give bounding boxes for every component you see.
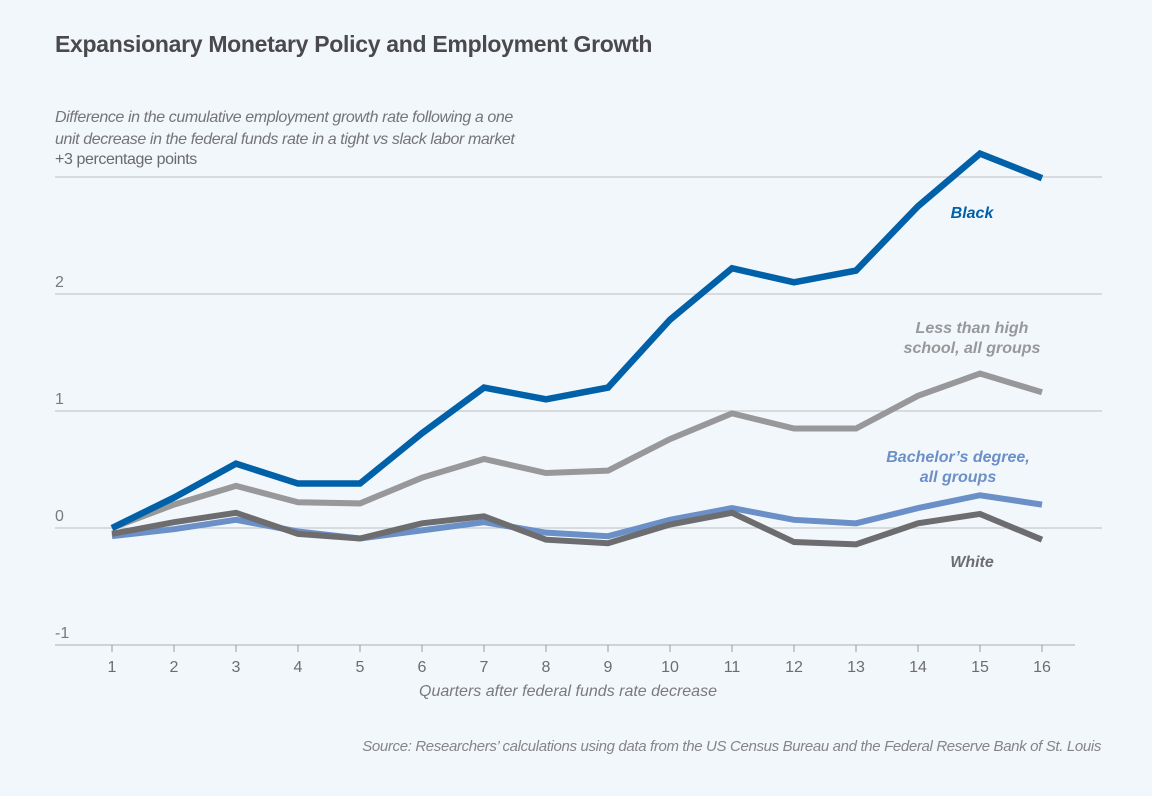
series-lines [110,149,1044,548]
x-tick-label: 3 [232,659,241,676]
subtitle-line: unit decrease in the federal funds rate … [55,131,515,148]
x-axis-label: Quarters after federal funds rate decrea… [419,683,717,700]
x-tick-label: 16 [1033,659,1051,676]
x-tick-label: 1 [108,659,117,676]
x-tick-label: 4 [294,659,303,676]
series-labels: Less than high school, all groups Bachelor… [886,205,1040,571]
x-tick-label: 11 [724,659,741,676]
x-tick-label: 12 [785,659,803,676]
series-line-less-than-high-school-all-groups [110,370,1043,531]
series-label-less-than-high-school-all-groups: Less than high [916,320,1029,337]
x-tick-label: 14 [909,659,927,676]
x-tick-label: 7 [480,659,489,676]
x-tick-label: 6 [418,659,427,676]
chart-title: Expansionary Monetary Policy and Employm… [55,31,653,57]
y-tick-label: 2 [55,274,64,291]
x-tick-label: 2 [170,659,179,676]
series-line-white [111,509,1044,548]
x-axis: 1 2 3 4 5 6 7 8 9 10 11 12 13 14 15 16 [108,645,1051,676]
subtitle-line: Difference in the cumulative employment … [55,109,513,126]
x-tick-label: 10 [661,659,679,676]
chart-subtitle: Difference in the cumulative employment … [55,107,515,151]
y-tick-label: 1 [55,391,64,408]
y-tick-label: -1 [55,625,69,642]
x-tick-label: 9 [604,659,613,676]
x-tick-label: 15 [971,659,989,676]
series-label-black: Black [951,205,995,222]
y-axis-units-label: +3 percentage points [55,151,197,168]
gridlines [55,176,1102,646]
source-note: Source: Researchers’ calculations using … [362,738,1101,755]
series-label-bachelor-s-degree-all-groups: Bachelor’s degree, [886,449,1029,466]
x-tick-label: 8 [542,659,551,676]
series-label-bachelor-s-degree-all-groups: all groups [920,469,997,486]
x-tick-label: 13 [847,659,865,676]
y-axis-ticks: 2 1 0 -1 [55,274,69,642]
series-line-black [110,149,1044,531]
series-label-less-than-high-school-all-groups: school, all groups [904,340,1041,357]
y-tick-label: 0 [55,508,64,525]
x-tick-label: 5 [356,659,365,676]
series-label-white: White [950,554,994,571]
